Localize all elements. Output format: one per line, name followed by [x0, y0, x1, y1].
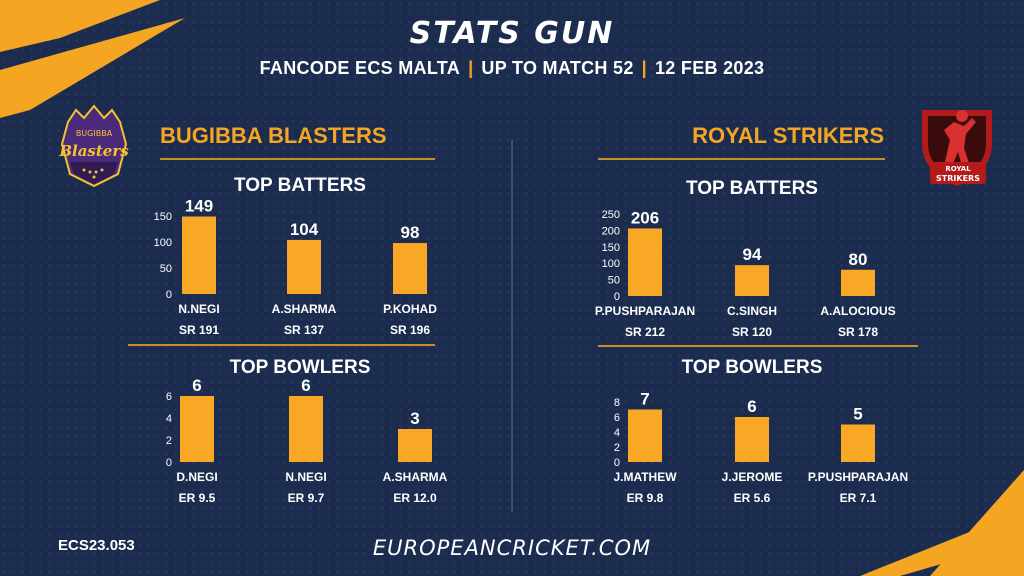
logo-text-top: ROYAL — [945, 165, 971, 173]
top-batters-title-right: TOP BATTERS — [686, 178, 818, 199]
team-underline-left — [160, 158, 435, 160]
secondary-stat-label: SR 178 — [838, 325, 878, 339]
top-bowlers-title-left: TOP BOWLERS — [229, 357, 371, 378]
secondary-stat-label: SR 191 — [179, 323, 219, 337]
logo-text-main: Blasters — [58, 142, 129, 160]
bar-value-label: 5 — [853, 405, 862, 424]
bar-value-label: 206 — [631, 208, 659, 227]
bar-value-label: 3 — [410, 409, 419, 428]
top-batters-title-left: TOP BATTERS — [234, 175, 366, 196]
bar-value-label: 98 — [401, 223, 420, 242]
website-url[interactable]: EUROPEANCRICKET.COM — [372, 536, 652, 560]
section-divider-right — [598, 345, 918, 347]
y-tick-label: 4 — [166, 413, 172, 425]
category-label: J.JEROME — [722, 470, 783, 484]
y-tick-label: 250 — [602, 209, 620, 221]
y-tick-label: 0 — [614, 291, 620, 303]
y-tick-label: 100 — [602, 258, 620, 270]
y-tick-label: 2 — [166, 435, 172, 447]
y-tick-label: 6 — [614, 412, 620, 424]
section-divider-left — [128, 344, 435, 346]
bar — [628, 409, 662, 462]
bar — [628, 228, 662, 296]
bar-value-label: 80 — [849, 250, 868, 269]
category-label: P.PUSHPARAJAN — [595, 304, 695, 318]
category-label: A.SHARMA — [272, 302, 337, 316]
bar — [841, 424, 875, 462]
bar-value-label: 6 — [747, 397, 756, 416]
logo-text-main: STRIKERS — [936, 174, 980, 183]
team-name-right: ROYAL STRIKERS — [692, 123, 884, 148]
page-subtitle: FANCODE ECS MALTA | UP TO MATCH 52 | 12 FEB … — [0, 58, 1024, 79]
bar — [735, 265, 769, 296]
y-tick-label: 0 — [166, 457, 172, 469]
y-tick-label: 150 — [602, 242, 620, 254]
secondary-stat-label: SR 196 — [390, 323, 430, 337]
category-label: D.NEGI — [176, 470, 217, 484]
bar-value-label: 6 — [192, 376, 201, 395]
y-tick-label: 8 — [614, 397, 620, 409]
date-label: 12 FEB 2023 — [654, 58, 765, 78]
y-tick-label: 100 — [154, 237, 172, 249]
team-underline-right — [598, 158, 885, 160]
y-tick-label: 0 — [614, 457, 620, 469]
secondary-stat-label: SR 120 — [732, 325, 772, 339]
bar-value-label: 6 — [301, 376, 310, 395]
bar — [735, 417, 769, 462]
graphic-code: ECS23.053 — [58, 537, 135, 554]
page-title: STATS GUN — [409, 16, 615, 51]
category-label: P.PUSHPARAJAN — [808, 470, 908, 484]
category-label: C.SINGH — [727, 304, 777, 318]
bar — [841, 269, 875, 296]
category-label: N.NEGI — [178, 302, 219, 316]
bar-value-label: 104 — [290, 220, 319, 239]
bar-value-label: 149 — [185, 197, 213, 216]
secondary-stat-label: SR 212 — [625, 325, 665, 339]
secondary-stat-label: ER 5.6 — [734, 491, 771, 505]
center-divider — [511, 140, 513, 512]
logo-text-top: BUGIBBA — [76, 129, 113, 138]
secondary-stat-label: SR 137 — [284, 323, 324, 337]
subtitle-separator: | — [641, 58, 647, 78]
bar — [398, 429, 432, 462]
category-label: P.KOHAD — [383, 302, 437, 316]
bar-value-label: 7 — [640, 390, 649, 409]
y-tick-label: 50 — [160, 263, 172, 275]
y-tick-label: 2 — [614, 442, 620, 454]
secondary-stat-label: ER 12.0 — [393, 491, 437, 505]
upto-label: UP TO MATCH 52 — [481, 58, 634, 78]
y-tick-label: 50 — [608, 275, 620, 287]
secondary-stat-label: ER 9.7 — [288, 491, 325, 505]
bar-value-label: 94 — [743, 245, 762, 264]
category-label: A.SHARMA — [383, 470, 448, 484]
bar — [289, 396, 323, 462]
bar — [287, 239, 321, 294]
y-tick-label: 0 — [166, 289, 172, 301]
subtitle-separator: | — [468, 58, 474, 78]
bugibba-blasters-logo: BUGIBBA Blasters — [58, 104, 129, 188]
bar — [182, 216, 216, 294]
category-label: N.NEGI — [285, 470, 326, 484]
team-name-left: BUGIBBA BLASTERS — [160, 123, 387, 148]
y-tick-label: 4 — [614, 427, 620, 439]
bar — [180, 396, 214, 462]
royal-strikers-logo: ROYAL STRIKERS — [922, 110, 992, 186]
category-label: A.ALOCIOUS — [820, 304, 895, 318]
bar — [393, 243, 427, 294]
competition-label: FANCODE ECS MALTA — [259, 58, 461, 78]
y-tick-label: 150 — [154, 211, 172, 223]
secondary-stat-label: ER 9.8 — [627, 491, 664, 505]
secondary-stat-label: ER 9.5 — [179, 491, 216, 505]
y-tick-label: 200 — [602, 225, 620, 237]
top-bowlers-title-right: TOP BOWLERS — [681, 357, 823, 378]
y-tick-label: 6 — [166, 391, 172, 403]
category-label: J.MATHEW — [613, 470, 677, 484]
secondary-stat-label: ER 7.1 — [840, 491, 877, 505]
